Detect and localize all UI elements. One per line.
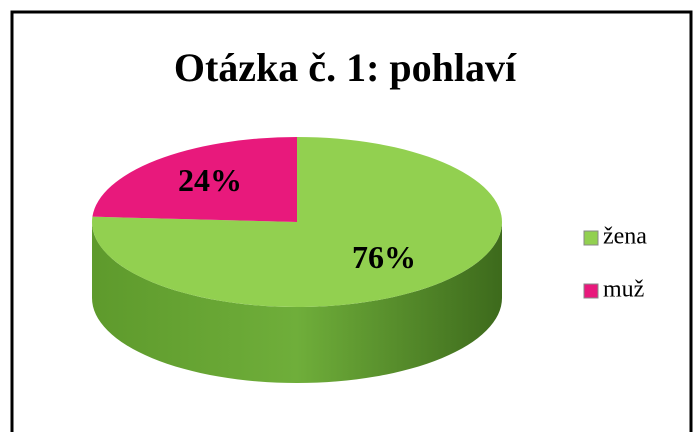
legend-label: žena xyxy=(603,224,647,250)
slice xyxy=(92,137,503,307)
legend-label: muž xyxy=(603,277,644,303)
slice-side xyxy=(92,222,502,383)
legend-swatch xyxy=(583,230,599,246)
slice xyxy=(92,137,298,222)
legend-swatch xyxy=(583,283,599,299)
data-label: 24% xyxy=(178,162,242,198)
data-label: 76% xyxy=(352,239,416,275)
chart-title: Otázka č. 1: pohlaví xyxy=(174,45,517,90)
